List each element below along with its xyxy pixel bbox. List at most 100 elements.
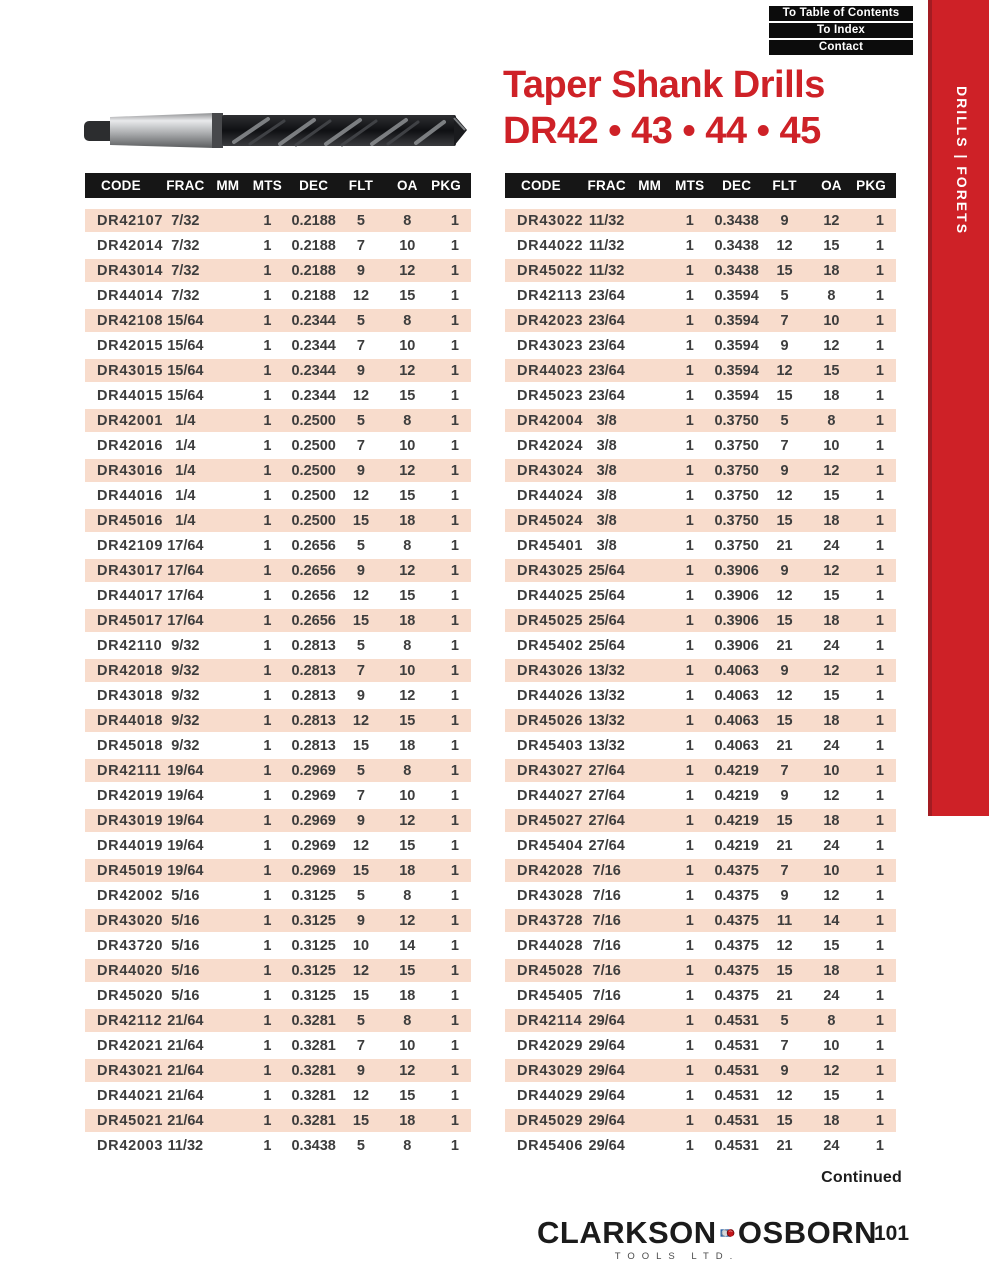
cell-flt: 12: [352, 487, 370, 504]
cell-frac: 7/16: [581, 957, 633, 984]
cell-mts: 1: [685, 537, 694, 554]
cell-mm: [210, 307, 246, 334]
cell-mm: [210, 657, 246, 684]
cell-flt: 21: [776, 737, 793, 754]
cell-mts: 1: [667, 1057, 713, 1084]
cell-mts: 1: [245, 1007, 290, 1034]
cell-frac: 19/64: [160, 807, 211, 834]
cell-flt: 5: [761, 407, 808, 434]
column-header-code: CODE: [505, 173, 582, 198]
cell-flt: 12: [352, 1087, 370, 1104]
cell-frac: 7/16: [592, 887, 621, 904]
cell-flt: 12: [352, 837, 370, 854]
cell-dec: 0.2344: [289, 307, 338, 334]
cell-frac: 19/64: [167, 837, 204, 854]
cell-mts: 1: [263, 287, 272, 304]
cell-mm: [632, 807, 668, 834]
cell-oa: 12: [823, 887, 840, 904]
cell-dec: 0.2188: [291, 237, 336, 254]
cell-oa: 10: [399, 787, 416, 804]
cell-frac: 15/64: [160, 307, 211, 334]
to-index-button[interactable]: To Index: [769, 23, 913, 38]
cell-pkg: 1: [875, 737, 884, 754]
cell-mts: 1: [245, 1057, 290, 1084]
cell-mts: 1: [263, 537, 272, 554]
table-row: DR43023 23/64 1 0.3594 9 12 1: [505, 333, 896, 358]
cell-flt: 10: [352, 937, 370, 954]
cell-mts: 1: [667, 407, 713, 434]
cell-frac: 27/64: [588, 837, 625, 854]
cell-code: DR44014: [97, 287, 164, 304]
cell-code: DR42114: [505, 1007, 582, 1034]
cell-code: DR42107: [85, 207, 162, 234]
cell-frac: 1/4: [160, 407, 211, 434]
cell-code: DR42019: [97, 787, 164, 804]
cell-flt: 12: [776, 587, 793, 604]
cell-pkg: 1: [430, 957, 471, 984]
cell-oa: 12: [807, 657, 855, 684]
cell-code: DR43025: [505, 557, 582, 584]
cell-code: DR42024: [517, 437, 584, 454]
cell-code: DR43720: [97, 937, 164, 954]
cell-mm: [632, 457, 668, 484]
cell-oa: 8: [807, 1007, 855, 1034]
cell-oa: 10: [399, 237, 416, 254]
cell-flt: 9: [337, 1057, 385, 1084]
cell-mm: [632, 333, 667, 358]
cell-dec: 0.2969: [289, 857, 338, 884]
cell-pkg: 1: [875, 337, 884, 354]
cell-code: DR44028: [517, 937, 584, 954]
to-table-of-contents-button[interactable]: To Table of Contents: [769, 6, 913, 21]
cell-oa: 12: [807, 457, 855, 484]
cell-dec: 0.3750: [712, 407, 762, 434]
cell-code: DR45021: [85, 1107, 162, 1134]
cell-frac: 23/64: [588, 287, 625, 304]
cell-flt: 9: [761, 207, 808, 234]
cell-frac: 29/64: [588, 1037, 625, 1054]
cell-dec: 0.4531: [712, 1057, 762, 1084]
cell-frac: 9/32: [171, 637, 200, 654]
cell-oa: 10: [399, 437, 416, 454]
table-row: DR42114 29/64 1 0.4531 5 8 1: [505, 1007, 896, 1034]
cell-mts: 1: [685, 287, 694, 304]
contact-button[interactable]: Contact: [769, 40, 913, 55]
cell-dec: 0.2188: [289, 207, 338, 234]
cell-pkg: 1: [854, 1057, 896, 1084]
cell-dec: 0.4375: [714, 987, 759, 1004]
cell-dec: 0.3438: [291, 1138, 336, 1154]
cell-mts: 1: [263, 637, 272, 654]
cell-code: DR45026: [505, 707, 582, 734]
cell-frac: 15/64: [167, 387, 204, 404]
cell-flt: 21: [776, 537, 793, 554]
cell-frac: 3/8: [596, 487, 617, 504]
cell-frac: 15/64: [167, 337, 204, 354]
cell-code: DR43023: [517, 337, 584, 354]
cell-mts: 1: [245, 407, 290, 434]
table-row: DR44017 17/64 1 0.2656 12 15 1: [85, 583, 471, 608]
cell-code: DR42028: [505, 857, 582, 884]
cell-pkg: 1: [450, 437, 459, 454]
cell-flt: 12: [761, 357, 808, 384]
cell-mm: [632, 1033, 667, 1058]
cell-frac: 7/16: [581, 907, 633, 934]
cell-frac: 27/64: [581, 757, 633, 784]
cell-oa: 12: [807, 207, 855, 234]
table-row: DR44026 13/32 1 0.4063 12 15 1: [505, 683, 896, 708]
cell-code: DR45027: [505, 807, 582, 834]
cell-mm: [210, 433, 245, 458]
cell-frac: 23/64: [588, 387, 625, 404]
table-row: DR42014 7/32 1 0.2188 7 10 1: [85, 233, 471, 258]
cell-frac: 7/32: [171, 287, 200, 304]
cell-pkg: 1: [875, 487, 884, 504]
table-row: DR43024 3/8 1 0.3750 9 12 1: [505, 457, 896, 484]
table-row: DR44028 7/16 1 0.4375 12 15 1: [505, 933, 896, 958]
cell-oa: 10: [807, 307, 855, 334]
cell-mts: 1: [685, 1087, 694, 1104]
cell-oa: 14: [807, 907, 855, 934]
cell-frac: 9/32: [171, 687, 200, 704]
cell-dec: 0.2500: [289, 407, 338, 434]
cell-oa: 15: [823, 487, 840, 504]
cell-dec: 0.3906: [712, 557, 762, 584]
cell-pkg: 1: [875, 587, 884, 604]
table-row: DR45017 17/64 1 0.2656 15 18 1: [85, 607, 471, 634]
